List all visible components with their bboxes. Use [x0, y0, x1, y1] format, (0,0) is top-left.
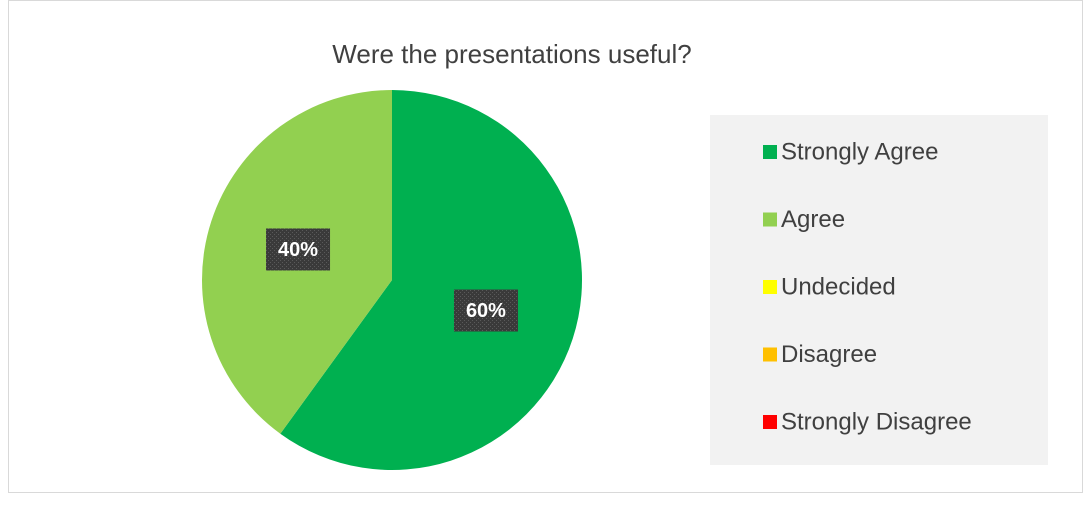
- legend-label: Strongly Disagree: [781, 408, 972, 435]
- legend-swatch: [763, 347, 777, 362]
- data-label: 40%: [278, 239, 318, 261]
- data-label-box: [453, 289, 518, 332]
- legend-swatch: [763, 280, 777, 294]
- legend-label: Agree: [781, 206, 845, 233]
- legend-swatch: [763, 212, 777, 227]
- legend-swatch: [763, 415, 777, 429]
- legend-label: Disagree: [781, 341, 877, 368]
- legend-label: Strongly Agree: [781, 138, 938, 165]
- data-label-box: [266, 228, 331, 271]
- chart-title: Were the presentations useful?: [332, 39, 691, 69]
- legend-swatch: [763, 145, 777, 159]
- legend-label: Undecided: [781, 273, 896, 300]
- pie-slice: [280, 90, 582, 470]
- data-label: 60%: [466, 300, 506, 322]
